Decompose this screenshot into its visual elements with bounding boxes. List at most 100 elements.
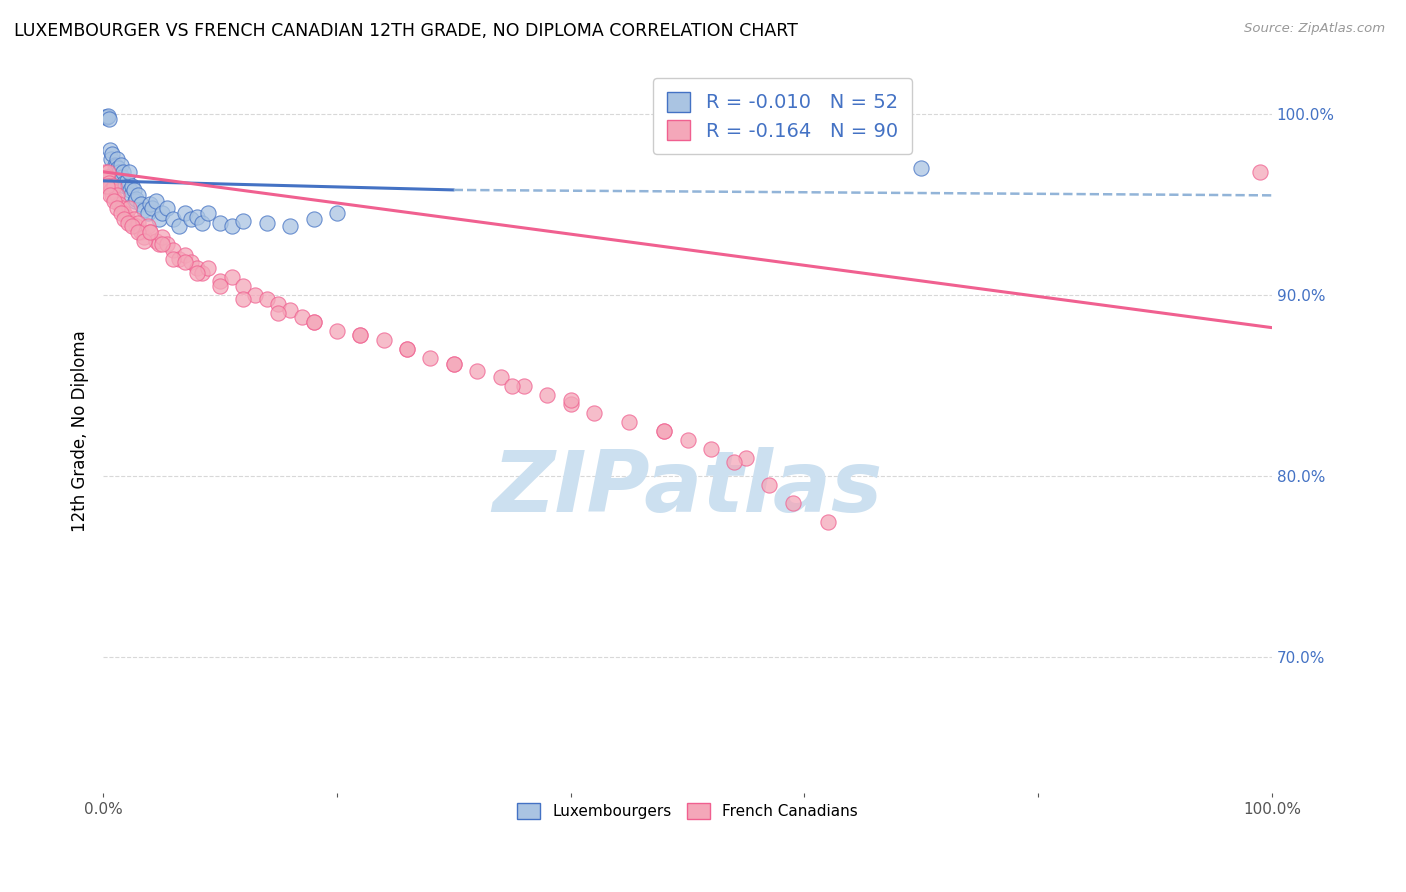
Point xyxy=(120,215,142,229)
Point xyxy=(118,201,141,215)
Point xyxy=(443,357,465,371)
Point xyxy=(419,351,441,366)
Point xyxy=(107,161,129,176)
Point xyxy=(125,192,148,206)
Point xyxy=(104,157,127,171)
Point xyxy=(174,248,197,262)
Point xyxy=(110,206,132,220)
Point xyxy=(278,219,301,234)
Point xyxy=(122,183,145,197)
Point xyxy=(267,306,290,320)
Point xyxy=(104,192,127,206)
Point xyxy=(97,165,120,179)
Point xyxy=(110,157,132,171)
Point xyxy=(167,219,190,234)
Point xyxy=(501,378,523,392)
Point xyxy=(136,219,159,234)
Point xyxy=(112,211,135,226)
Point xyxy=(536,387,558,401)
Point xyxy=(174,206,197,220)
Point xyxy=(326,324,349,338)
Point xyxy=(278,302,301,317)
Point xyxy=(267,297,290,311)
Point xyxy=(108,197,131,211)
Point xyxy=(197,260,219,275)
Point xyxy=(208,279,231,293)
Point xyxy=(115,210,138,224)
Point xyxy=(302,315,325,329)
Point xyxy=(118,165,141,179)
Point xyxy=(136,206,159,220)
Point xyxy=(150,237,173,252)
Point xyxy=(180,255,202,269)
Point xyxy=(94,165,117,179)
Point xyxy=(180,211,202,226)
Point xyxy=(174,255,197,269)
Point xyxy=(98,176,121,190)
Point xyxy=(191,215,214,229)
Legend: Luxembourgers, French Canadians: Luxembourgers, French Canadians xyxy=(512,797,863,826)
Point xyxy=(349,327,371,342)
Point xyxy=(145,194,167,208)
Point xyxy=(782,496,804,510)
Point xyxy=(94,111,117,125)
Point xyxy=(101,188,124,202)
Point xyxy=(127,215,149,229)
Point xyxy=(817,515,839,529)
Point xyxy=(156,237,179,252)
Point xyxy=(127,225,149,239)
Point xyxy=(96,111,118,125)
Point xyxy=(395,343,418,357)
Point xyxy=(96,170,118,185)
Point xyxy=(105,152,128,166)
Point xyxy=(104,160,127,174)
Point xyxy=(105,201,128,215)
Point xyxy=(186,210,208,224)
Point xyxy=(167,252,190,266)
Point xyxy=(139,225,162,239)
Text: Source: ZipAtlas.com: Source: ZipAtlas.com xyxy=(1244,22,1385,36)
Point xyxy=(124,194,146,208)
Point xyxy=(652,424,675,438)
Point xyxy=(141,201,163,215)
Point xyxy=(208,273,231,287)
Point xyxy=(513,378,536,392)
Point xyxy=(148,211,170,226)
Point xyxy=(103,179,125,194)
Point xyxy=(97,109,120,123)
Point xyxy=(617,415,640,429)
Point xyxy=(349,327,371,342)
Point xyxy=(302,315,325,329)
Point xyxy=(326,206,349,220)
Point xyxy=(139,197,162,211)
Point xyxy=(700,442,723,456)
Point xyxy=(118,183,141,197)
Point xyxy=(291,310,314,324)
Point xyxy=(129,225,152,239)
Point xyxy=(221,219,243,234)
Point xyxy=(120,188,142,202)
Point xyxy=(98,188,121,202)
Point xyxy=(156,201,179,215)
Point xyxy=(111,201,134,215)
Point xyxy=(112,176,135,190)
Point xyxy=(145,234,167,248)
Point xyxy=(582,406,605,420)
Point xyxy=(101,146,124,161)
Point xyxy=(373,334,395,348)
Point xyxy=(232,279,254,293)
Point xyxy=(127,188,149,202)
Point xyxy=(112,206,135,220)
Point xyxy=(121,179,143,194)
Point xyxy=(186,260,208,275)
Point xyxy=(186,266,208,280)
Text: ZIPatlas: ZIPatlas xyxy=(492,448,883,531)
Point xyxy=(103,194,125,208)
Point xyxy=(100,152,122,166)
Point xyxy=(735,451,758,466)
Point xyxy=(162,243,184,257)
Point xyxy=(121,219,143,234)
Point xyxy=(676,433,699,447)
Y-axis label: 12th Grade, No Diploma: 12th Grade, No Diploma xyxy=(72,330,89,532)
Point xyxy=(232,292,254,306)
